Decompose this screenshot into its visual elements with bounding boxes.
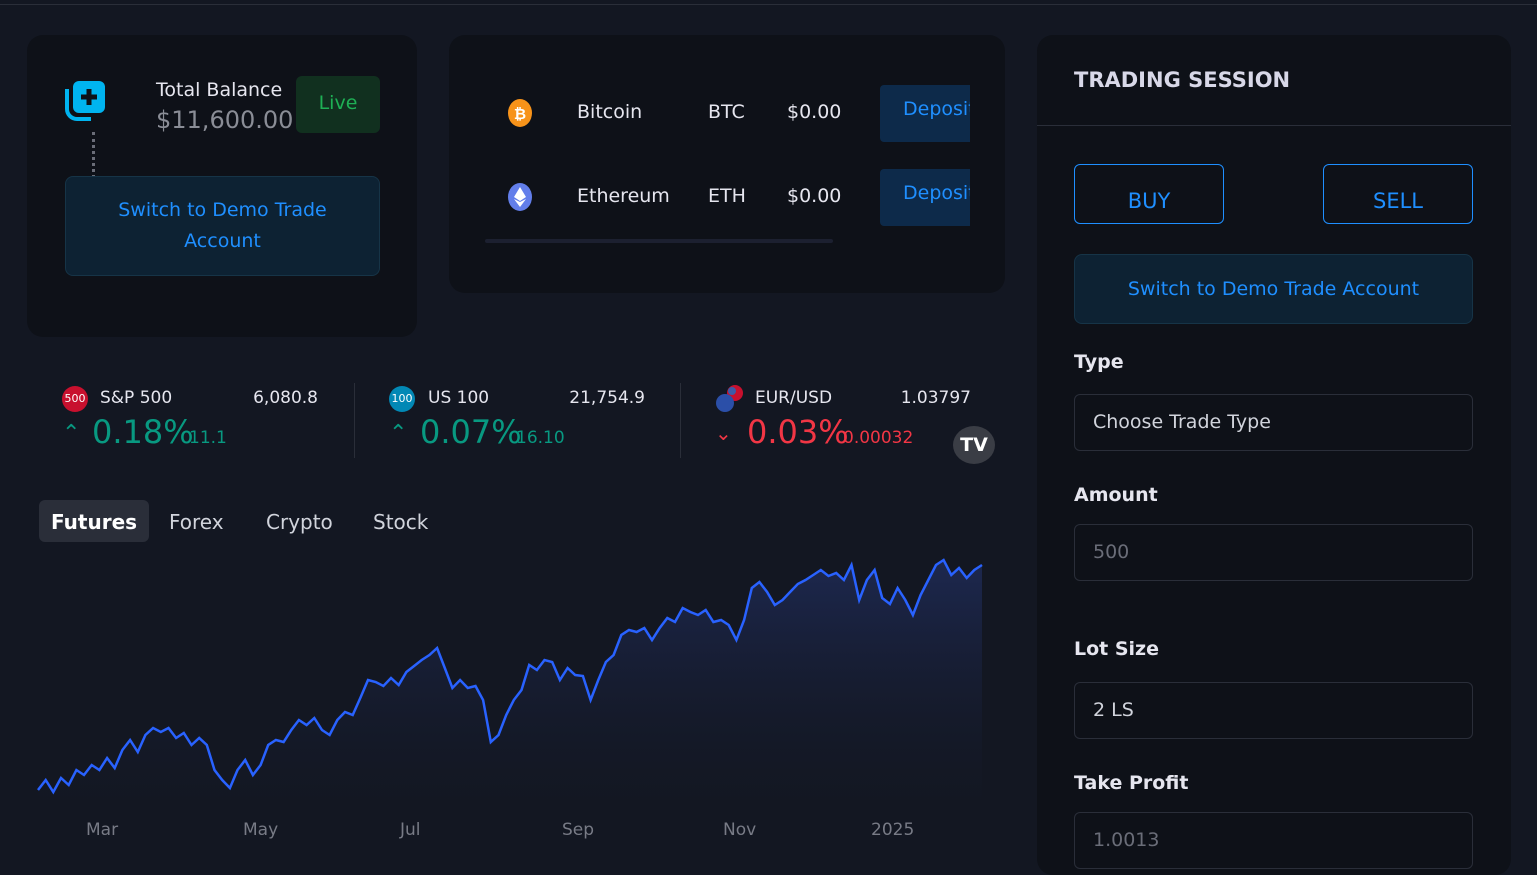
top-divider — [0, 4, 1537, 5]
x-tick-label: Nov — [723, 820, 757, 840]
eu-us-flag-icon — [716, 385, 743, 412]
svg-text:₿: ₿ — [514, 105, 526, 123]
x-tick-label: Mar — [86, 820, 119, 840]
deposit-button[interactable]: Deposit — [880, 85, 970, 142]
balance-card: Total Balance $11,600.00 Live Switch to … — [27, 35, 417, 337]
assets-card: ₿ Bitcoin BTC $0.00 Deposit Ethereum ETH… — [449, 35, 1005, 293]
switch-demo-button[interactable]: Switch to Demo Trade Account — [65, 176, 380, 276]
x-tick-label: Sep — [562, 820, 595, 840]
asset-name: Ethereum — [577, 185, 670, 207]
sp500-badge-icon: 500 — [62, 386, 88, 412]
tab-crypto[interactable]: Crypto — [266, 510, 333, 534]
ticker-value: 6,080.8 — [253, 388, 318, 408]
lot-size-label: Lot Size — [1074, 638, 1159, 660]
price-chart[interactable] — [0, 0, 1000, 863]
connector-line — [92, 132, 95, 178]
asset-symbol: BTC — [708, 101, 745, 123]
ticker-change: 16.10 — [516, 428, 565, 448]
amount-label: Amount — [1074, 484, 1158, 506]
horizontal-scrollbar[interactable] — [485, 239, 833, 243]
tab-forex[interactable]: Forex — [169, 510, 224, 534]
take-profit-input[interactable]: 1.0013 — [1074, 812, 1473, 869]
arrow-down-icon: ⌄ — [715, 421, 732, 445]
x-tick-label: Jul — [400, 820, 421, 840]
add-account-icon[interactable] — [63, 79, 109, 125]
ticker-change: 0.00032 — [843, 428, 914, 448]
x-tick-label: 2025 — [871, 820, 915, 840]
trading-session-panel: TRADING SESSION BUY SELL Switch to Demo … — [1037, 35, 1511, 875]
ethereum-icon — [508, 183, 532, 211]
lot-size-input[interactable]: 2 LS — [1074, 682, 1473, 739]
asset-symbol: ETH — [708, 185, 746, 207]
asset-name: Bitcoin — [577, 101, 643, 123]
take-profit-label: Take Profit — [1074, 772, 1189, 794]
ticker-name: US 100 — [428, 388, 490, 408]
ticker-sp500[interactable]: 500 S&P 500 6,080.8 ⌃ 0.18% 11.1 — [62, 383, 322, 503]
live-badge[interactable]: Live — [296, 76, 380, 133]
ticker-pct: 0.03% — [747, 413, 849, 451]
tab-futures[interactable]: Futures — [39, 500, 150, 542]
sell-button[interactable]: SELL — [1323, 164, 1473, 224]
divider — [1037, 125, 1511, 126]
ticker-change: 11.1 — [189, 428, 227, 448]
trade-type-select[interactable]: Choose Trade Type — [1074, 394, 1473, 451]
ticker-pct: 0.18% — [92, 413, 194, 451]
asset-balance: $0.00 — [787, 185, 842, 207]
ticker-pct: 0.07% — [420, 413, 522, 451]
session-title: TRADING SESSION — [1074, 68, 1291, 92]
ticker-name: EUR/USD — [755, 388, 833, 408]
ticker-name: S&P 500 — [100, 388, 173, 408]
ticker-divider — [354, 383, 355, 458]
buy-button[interactable]: BUY — [1074, 164, 1224, 224]
tab-stock[interactable]: Stock — [373, 510, 429, 534]
arrow-up-icon: ⌃ — [389, 421, 408, 446]
chart-area — [38, 560, 982, 810]
x-tick-label: May — [243, 820, 279, 840]
amount-input[interactable]: 500 — [1074, 524, 1473, 581]
type-label: Type — [1074, 351, 1124, 373]
bitcoin-icon: ₿ — [508, 99, 532, 127]
arrow-up-icon: ⌃ — [62, 421, 81, 446]
tradingview-logo-icon[interactable]: TV — [953, 426, 995, 464]
us100-badge-icon: 100 — [389, 386, 415, 412]
deposit-button[interactable]: Deposit — [880, 169, 970, 226]
ticker-eurusd[interactable]: EUR/USD 1.03797 ⌄ 0.03% 0.00032 — [715, 383, 1005, 503]
balance-amount: $11,600.00 — [156, 106, 294, 134]
ticker-value: 1.03797 — [900, 388, 971, 408]
ticker-value: 21,754.9 — [569, 388, 645, 408]
switch-demo-button[interactable]: Switch to Demo Trade Account — [1074, 254, 1473, 324]
chart-line — [37, 558, 983, 795]
ticker-divider — [680, 383, 681, 458]
asset-balance: $0.00 — [787, 101, 842, 123]
ticker-us100[interactable]: 100 US 100 21,754.9 ⌃ 0.07% 16.10 — [389, 383, 649, 503]
balance-title: Total Balance — [156, 79, 283, 101]
